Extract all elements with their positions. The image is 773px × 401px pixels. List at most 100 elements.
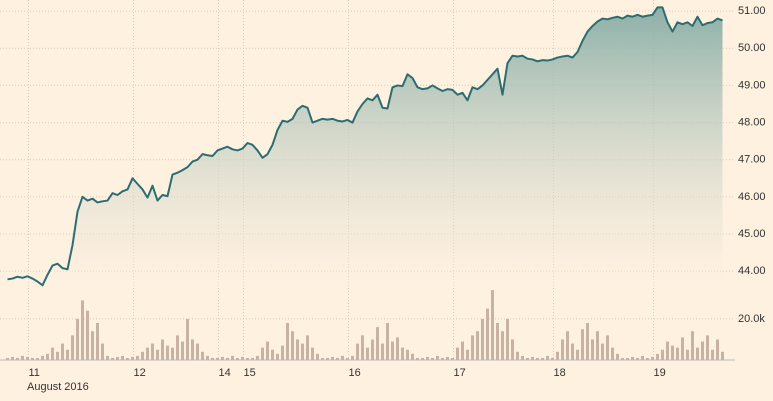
volume-bar — [511, 339, 514, 360]
volume-bar — [206, 355, 209, 360]
volume-bar — [451, 357, 454, 360]
volume-bar — [646, 357, 649, 360]
volume-bar — [691, 331, 694, 360]
volume-bar — [136, 355, 139, 360]
volume-bar — [521, 355, 524, 360]
volume-bar — [241, 356, 244, 360]
volume-bar — [31, 357, 34, 360]
volume-bar — [601, 343, 604, 360]
volume-bar — [606, 335, 609, 360]
volume-bar — [661, 349, 664, 360]
volume-bar — [186, 318, 189, 360]
volume-bar — [211, 357, 214, 360]
volume-bar — [696, 347, 699, 360]
volume-bar — [56, 351, 59, 360]
volume-bar — [201, 351, 204, 360]
volume-bar — [531, 356, 534, 360]
volume-bar — [221, 356, 224, 360]
volume-bar — [446, 356, 449, 360]
y-tick-label: 51.00 — [738, 5, 766, 17]
volume-bar — [176, 335, 179, 360]
volume-bar — [111, 357, 114, 360]
volume-bar — [541, 357, 544, 360]
volume-bar — [121, 355, 124, 360]
volume-bar — [586, 323, 589, 360]
x-sublabel: August 2016 — [27, 381, 89, 393]
volume-bar — [616, 353, 619, 360]
volume-bar — [246, 357, 249, 360]
volume-bar — [256, 355, 259, 360]
volume-bar — [226, 357, 229, 360]
x-tick-label: 15 — [244, 367, 256, 379]
volume-bar — [351, 355, 354, 360]
x-tick-label: 11 — [29, 367, 40, 379]
volume-bar — [296, 339, 299, 360]
volume-bar — [131, 356, 134, 360]
volume-bar — [346, 357, 349, 360]
volume-bar — [596, 331, 599, 360]
volume-bar — [11, 356, 14, 360]
volume-bar — [231, 355, 234, 360]
volume-bar — [16, 357, 19, 360]
volume-bar — [536, 357, 539, 360]
volume-bar — [66, 349, 69, 360]
volume-bar — [366, 347, 369, 360]
volume-bar — [561, 339, 564, 360]
volume-bar — [611, 347, 614, 360]
volume-bar — [476, 331, 479, 360]
volume-bar — [251, 357, 254, 360]
y-tick-label: 45.00 — [738, 228, 766, 240]
volume-bar — [311, 347, 314, 360]
volume-bar — [641, 355, 644, 360]
volume-bar — [411, 353, 414, 360]
volume-bar — [306, 335, 309, 360]
volume-bar — [631, 356, 634, 360]
volume-bar — [196, 343, 199, 360]
volume-bar — [416, 357, 419, 360]
volume-bar — [556, 351, 559, 360]
volume-bar — [6, 357, 9, 360]
volume-bar — [291, 331, 294, 360]
volume-bar — [701, 341, 704, 360]
volume-bar — [486, 308, 489, 360]
volume-bar — [621, 357, 624, 360]
volume-bar — [81, 300, 84, 360]
y-tick-label: 20.0k — [738, 313, 765, 325]
volume-bar — [216, 357, 219, 360]
volume-bar — [421, 357, 424, 360]
volume-bar — [261, 347, 264, 360]
volume-bar — [571, 343, 574, 360]
volume-bar — [71, 335, 74, 360]
volume-bar — [681, 337, 684, 360]
volume-bar — [371, 339, 374, 360]
volume-bar — [316, 353, 319, 360]
volume-bar — [36, 357, 39, 360]
volume-bar — [91, 331, 94, 360]
volume-bar — [551, 357, 554, 360]
x-tick-label: 19 — [654, 367, 666, 379]
volume-bar — [26, 356, 29, 360]
volume-bar — [236, 357, 239, 360]
volume-bar — [281, 345, 284, 360]
y-tick-label: 46.00 — [738, 191, 766, 203]
volume-bar — [116, 356, 119, 360]
volume-bar — [546, 355, 549, 360]
volume-bar — [481, 318, 484, 360]
volume-bar — [471, 335, 474, 360]
volume-bar — [331, 356, 334, 360]
volume-bar — [146, 347, 149, 360]
volume-bar — [286, 323, 289, 360]
volume-bar — [376, 327, 379, 360]
volume-bar — [151, 343, 154, 360]
volume-bar — [636, 357, 639, 360]
x-tick-label: 18 — [554, 367, 566, 379]
volume-bar — [721, 351, 724, 360]
volume-bar — [686, 349, 689, 360]
volume-bar — [501, 331, 504, 360]
volume-bar — [711, 349, 714, 360]
volume-bar — [126, 357, 129, 360]
y-tick-label: 44.00 — [738, 265, 766, 277]
volume-bar — [336, 357, 339, 360]
